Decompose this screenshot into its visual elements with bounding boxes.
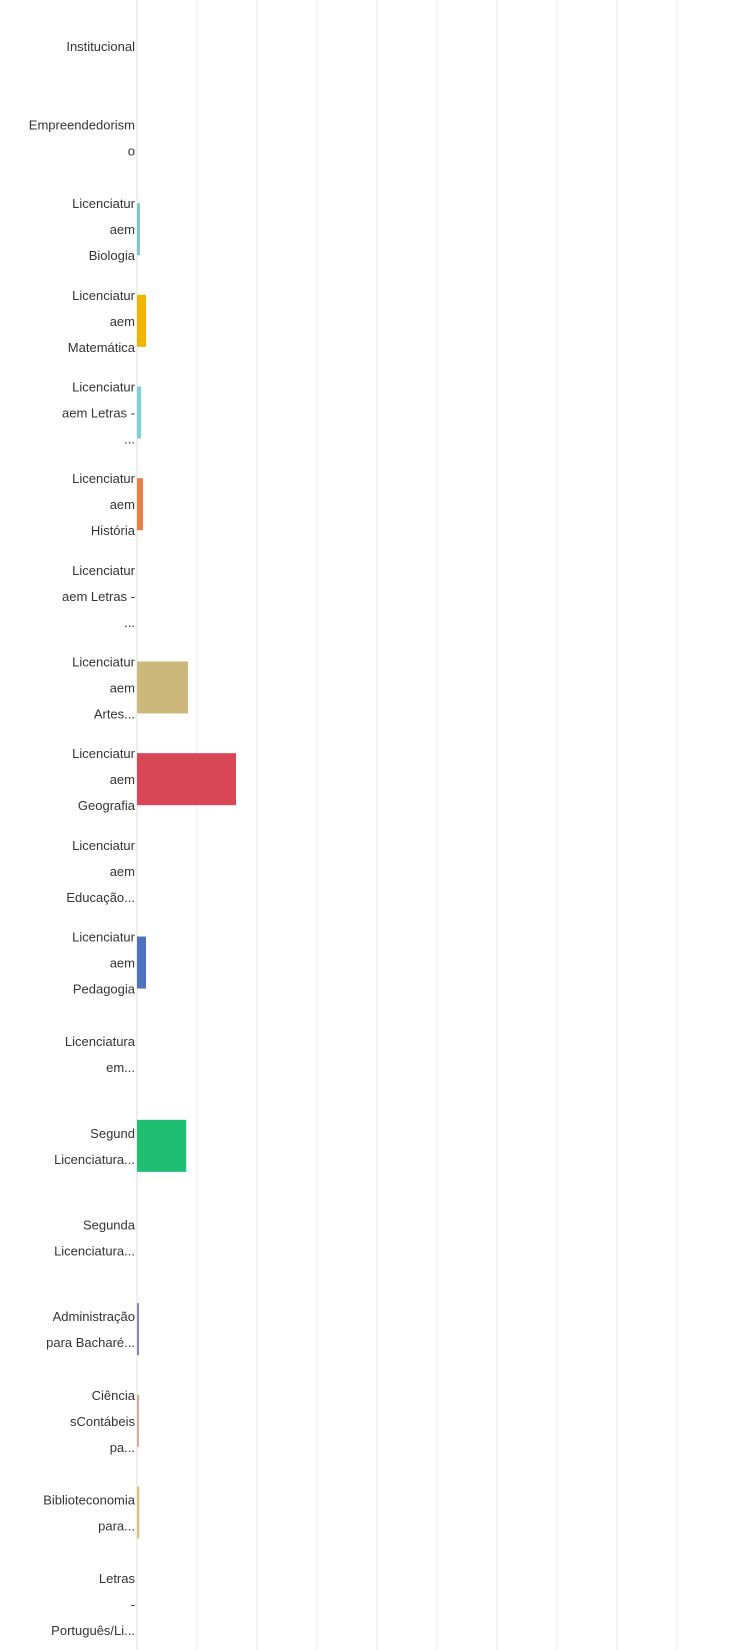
category-label: Segunda Licenciatura... (54, 1218, 136, 1259)
category-label: Biblioteconomia para... (43, 1493, 136, 1534)
bar (137, 1486, 140, 1539)
bar (137, 1303, 139, 1356)
bar (137, 478, 143, 531)
category-label: Licenciatur aem Matemática (68, 288, 136, 355)
bar (137, 936, 146, 989)
category-label: Institucional (66, 39, 135, 54)
category-label: Licenciatur aem Letras -... (62, 380, 136, 447)
category-label: Segund Licenciatura... (54, 1126, 135, 1167)
category-label: Licenciatur aem Geografia (72, 746, 136, 813)
category-label: Licenciatur aem Letras -... (62, 563, 136, 630)
category-label: Administração para Bacharé... (46, 1309, 135, 1350)
category-label: Licenciatur aem Pedagogia (72, 930, 136, 997)
bar (137, 1394, 139, 1447)
category-labels: Institucional Empreendedorism o Licenciatur… (29, 39, 136, 1638)
category-label: Licenciatur aem Biologia (72, 196, 136, 263)
bar (137, 294, 146, 347)
bar (137, 203, 140, 256)
bar (137, 1119, 187, 1172)
bars (137, 203, 236, 1539)
category-label: Licenciatur aem Educação... (66, 838, 135, 905)
bar (137, 386, 142, 439)
category-label: Licenciatura em... (65, 1034, 136, 1075)
grid-lines (136, 0, 678, 1650)
category-label: Ciência sContábeis pa... (70, 1388, 136, 1455)
category-label: Licenciatur aem Artes... (72, 655, 136, 722)
category-label: Licenciatur aem História (72, 471, 136, 538)
category-label: Letras -Português/Li... (51, 1571, 135, 1638)
bar (137, 661, 188, 714)
bar (137, 753, 236, 806)
category-label: Empreendedorism o (29, 118, 135, 159)
